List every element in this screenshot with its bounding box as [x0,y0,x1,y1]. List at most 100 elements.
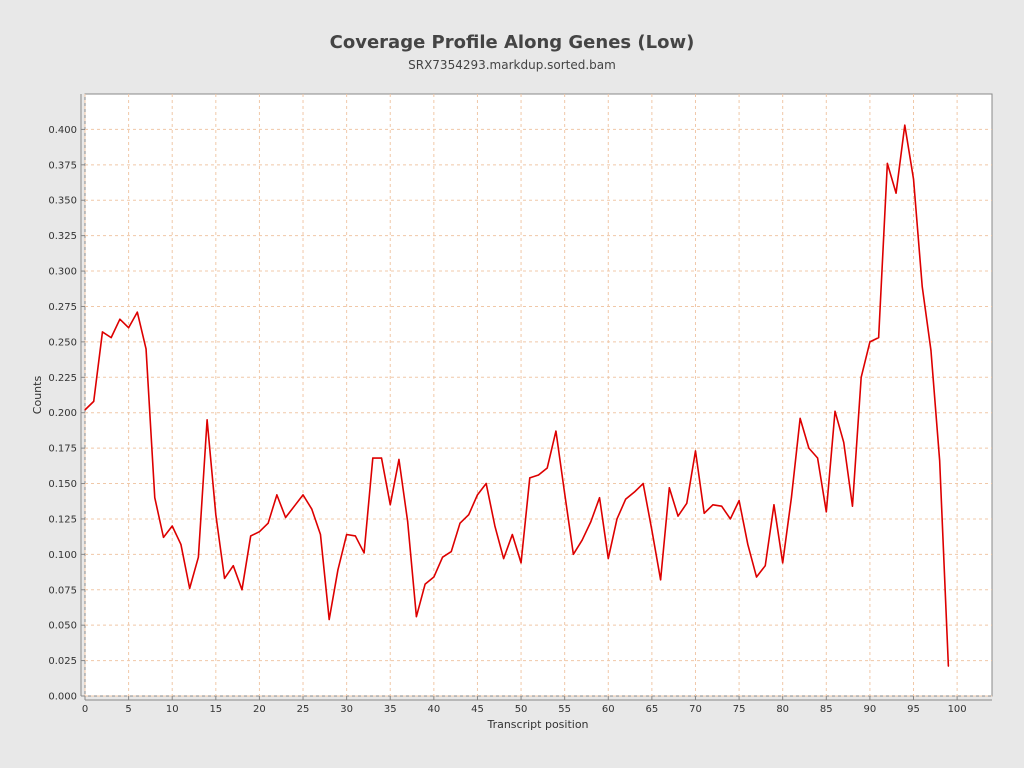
x-tick-label: 40 [427,704,440,715]
data-point [677,515,679,517]
data-point [145,348,147,350]
data-point [721,505,723,507]
data-point [372,457,374,459]
x-axis-label: Transcript position [486,718,588,731]
data-point [180,543,182,546]
data-point [162,536,165,538]
data-point [633,491,636,493]
x-tick-label: 0 [82,704,88,715]
data-point [607,558,609,560]
data-point [546,467,548,469]
data-point [250,535,252,537]
data-point [939,460,941,462]
data-point [860,376,862,378]
x-tick-label: 70 [689,704,702,715]
data-point [485,482,487,485]
y-tick-label: 0.075 [48,585,77,596]
data-point [843,441,845,444]
y-tick-label: 0.125 [48,514,77,525]
y-axis-label: Counts [31,376,44,415]
data-point [197,556,199,558]
data-point [537,474,540,476]
data-point [101,331,104,333]
x-tick-label: 85 [820,704,833,715]
data-point [625,498,627,500]
grid [84,94,992,697]
data-point [686,502,688,504]
x-tick-label: 80 [776,704,789,715]
data-point [581,539,583,541]
data-point [337,569,339,571]
data-point [284,516,287,519]
x-tick-label: 25 [297,704,310,715]
data-point [433,576,435,578]
axes: 0 5 10 15 20 25 30 35 40 45 50 55 60 65 70 75 80 85 90 95 10… [48,94,992,715]
data-point [389,504,391,506]
x-tick-label: 60 [602,704,615,715]
y-tick-label: 0.175 [48,444,77,455]
data-point [555,430,557,432]
data-point [912,178,915,180]
data-point [154,497,156,499]
data-point [276,494,278,496]
data-point [93,400,95,402]
data-point [930,349,932,351]
x-tick-label: 5 [125,704,131,715]
data-point [232,565,234,567]
y-tick-label: 0.375 [48,160,77,171]
data-point [651,529,653,531]
data-point [564,492,566,495]
data-point [668,487,670,489]
y-tick-label: 0.300 [48,267,77,278]
data-point [590,521,592,523]
y-tick-label: 0.050 [48,621,77,632]
data-point [398,458,400,461]
data-point [363,552,365,554]
data-point [878,337,880,339]
data-point [790,497,793,499]
data-point [494,525,496,527]
data-point [171,525,173,527]
y-tick-label: 0.350 [48,196,77,207]
data-point [598,497,601,499]
data-point [328,618,330,621]
data-point [407,521,409,523]
data-point [110,337,112,339]
y-tick-label: 0.025 [48,656,77,667]
chart-title: Coverage Profile Along Genes (Low) [330,32,695,53]
data-point [895,192,897,194]
y-tick-label: 0.150 [48,479,77,490]
data-point [189,587,191,589]
data-point [529,477,531,479]
x-tick-label: 75 [733,704,746,715]
data-point [764,565,766,567]
data-point [84,409,86,411]
data-point [886,162,888,165]
data-point [816,457,819,459]
data-point [660,579,662,581]
data-point [808,447,810,449]
x-tick-label: 55 [558,704,571,715]
x-tick-label: 10 [166,704,179,715]
y-tick-label: 0.000 [48,692,77,703]
data-point [136,311,138,313]
data-point [215,514,217,516]
data-point [834,410,836,412]
data-point [755,576,758,578]
x-tick-label: 50 [515,704,528,715]
data-point [511,533,513,536]
data-point [119,318,121,320]
data-point [267,522,269,524]
data-point [128,327,130,329]
data-point [773,504,775,506]
y-tick-label: 0.250 [48,337,77,348]
data-point [206,419,208,421]
x-tick-label: 35 [384,704,397,715]
data-point [459,522,461,524]
series-layer [84,124,950,667]
data-point [302,494,304,496]
data-point [319,533,322,536]
x-tick-label: 30 [340,704,353,715]
x-tick-label: 95 [907,704,920,715]
